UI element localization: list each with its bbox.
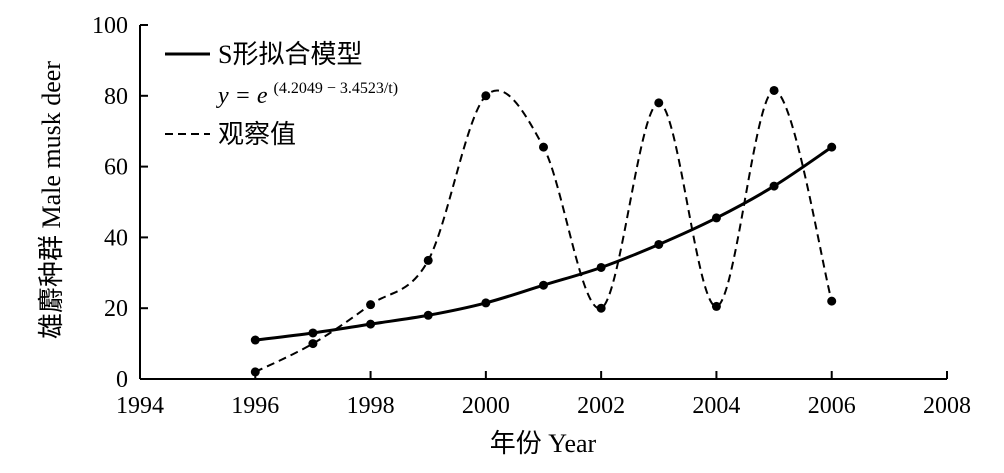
observed-point [654, 98, 664, 108]
legend: S形拟合模型 y = e (4.2049 − 3.4523/t) 观察值 [165, 40, 398, 149]
legend-observed-label: 观察值 [218, 120, 296, 149]
fit-point [654, 239, 664, 249]
fit-point [366, 319, 376, 329]
observed-point [711, 301, 721, 311]
axes [139, 25, 947, 380]
x-tick-label: 2008 [923, 393, 971, 419]
observed-point [250, 367, 260, 377]
formula-prefix: y = e [216, 83, 268, 109]
y-tick-label: 0 [116, 367, 128, 393]
y-tick-label: 60 [104, 155, 128, 181]
observed-point [366, 300, 376, 310]
x-ticks: 1994 1996 1998 2000 2002 2004 2006 2008 [116, 371, 971, 419]
y-tick-label: 80 [104, 84, 128, 110]
observed-point [769, 85, 779, 95]
x-tick-label: 1994 [116, 393, 164, 419]
observed-series-line [254, 89, 833, 373]
fit-point [769, 181, 779, 191]
formula-text: y = e (4.2049 − 3.4523/t) [216, 80, 398, 109]
observed-point [481, 91, 491, 101]
observed-point [308, 339, 318, 349]
y-ticks: 0 20 40 60 80 100 [92, 13, 148, 393]
x-tick-label: 1996 [231, 393, 279, 419]
x-tick-label: 1998 [347, 393, 395, 419]
fit-point [827, 142, 837, 152]
y-tick-label: 40 [104, 225, 128, 251]
fit-point [596, 262, 606, 272]
y-axis-label: 雄麝种群 Male musk deer [37, 61, 66, 339]
fit-point [250, 335, 260, 345]
fit-point [539, 280, 548, 290]
fit-point [423, 310, 433, 320]
fit-point [308, 328, 318, 338]
y-tick-label: 100 [92, 13, 128, 39]
x-tick-label: 2000 [462, 393, 510, 419]
observed-point [596, 303, 606, 313]
x-tick-label: 2002 [577, 393, 625, 419]
y-tick-label: 20 [104, 296, 128, 322]
fit-point [481, 298, 491, 308]
observed-point [827, 296, 837, 306]
fit-point [711, 213, 721, 223]
x-tick-label: 2006 [808, 393, 856, 419]
observed-point [539, 142, 548, 152]
observed-point [423, 255, 433, 265]
fit-series-line [255, 145, 833, 342]
series-layer [250, 85, 837, 377]
x-axis-label: 年份 Year [490, 429, 597, 458]
legend-fit-label: S形拟合模型 [218, 40, 362, 69]
x-tick-label: 2004 [692, 393, 740, 419]
formula-exponent: (4.2049 − 3.4523/t) [274, 80, 399, 97]
